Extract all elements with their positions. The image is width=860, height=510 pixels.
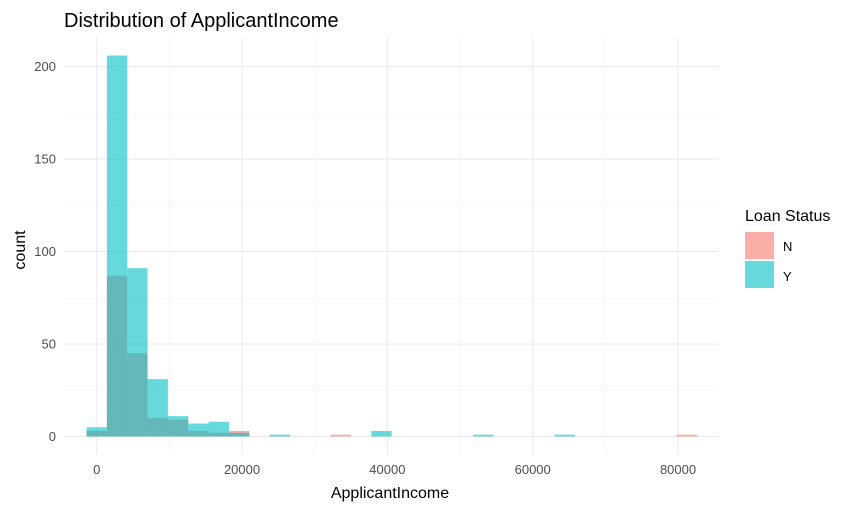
y-axis-ticks: 0 50 100 150 200 <box>34 59 56 444</box>
bar-y <box>554 434 575 437</box>
y-tick-label: 100 <box>34 244 56 259</box>
x-tick-label: 60000 <box>515 462 551 477</box>
x-axis-title: ApplicantIncome <box>331 485 449 502</box>
bar-y <box>208 421 229 437</box>
bar-y <box>473 434 494 437</box>
bar-y <box>188 423 209 437</box>
legend: Loan Status N Y <box>745 208 830 288</box>
bar-n <box>676 434 697 437</box>
bar-y <box>228 432 250 437</box>
y-axis-title: count <box>12 230 29 270</box>
bar-y <box>371 430 392 437</box>
y-tick-label: 200 <box>34 59 56 74</box>
y-tick-label: 50 <box>42 337 56 352</box>
bar-y <box>86 427 107 437</box>
x-tick-label: 0 <box>93 462 100 477</box>
y-tick-label: 150 <box>34 152 56 167</box>
legend-swatch-n <box>745 232 774 259</box>
chart-title: Distribution of ApplicantIncome <box>64 10 339 32</box>
bar-y <box>127 268 148 437</box>
legend-swatch-y <box>745 261 774 288</box>
x-tick-label: 80000 <box>660 462 696 477</box>
legend-label-y: Y <box>783 269 792 284</box>
x-axis-ticks: 0 20000 40000 60000 80000 <box>93 462 696 477</box>
bar-n <box>330 434 352 437</box>
bar-y <box>167 416 189 437</box>
bar-y <box>106 55 128 437</box>
bar-y <box>147 379 168 437</box>
y-tick-label: 0 <box>49 429 56 444</box>
legend-title: Loan Status <box>745 208 830 225</box>
x-tick-label: 40000 <box>369 462 405 477</box>
histogram-bars <box>86 55 697 437</box>
bar-y <box>269 434 290 437</box>
x-tick-label: 20000 <box>224 462 260 477</box>
legend-label-n: N <box>783 239 792 254</box>
